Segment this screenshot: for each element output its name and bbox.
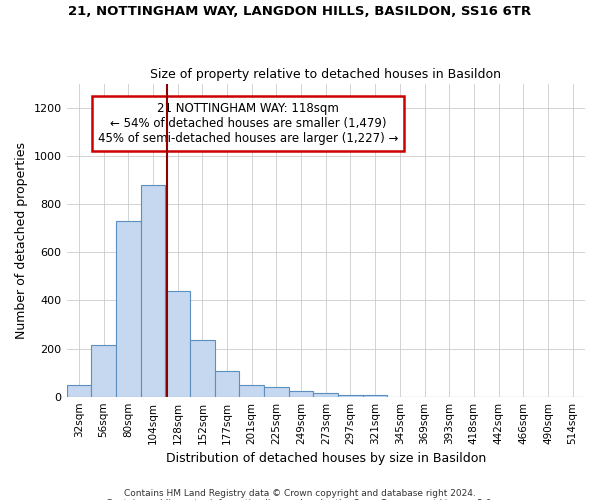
Text: 21 NOTTINGHAM WAY: 118sqm
← 54% of detached houses are smaller (1,479)
45% of se: 21 NOTTINGHAM WAY: 118sqm ← 54% of detac… (98, 102, 398, 146)
Bar (264, 387, 289, 396)
Bar (165, 290, 190, 397)
Bar (140, 184, 165, 396)
Title: Size of property relative to detached houses in Basildon: Size of property relative to detached ho… (150, 68, 501, 81)
Bar (190, 340, 215, 396)
Bar (313, 393, 338, 396)
Bar (215, 372, 239, 396)
X-axis label: Distribution of detached houses by size in Basildon: Distribution of detached houses by size … (166, 452, 486, 465)
Y-axis label: Number of detached properties: Number of detached properties (15, 142, 28, 338)
Text: 21, NOTTINGHAM WAY, LANGDON HILLS, BASILDON, SS16 6TR: 21, NOTTINGHAM WAY, LANGDON HILLS, BASIL… (68, 5, 532, 18)
Text: Contains HM Land Registry data © Crown copyright and database right 2024.: Contains HM Land Registry data © Crown c… (124, 488, 476, 498)
Bar (289, 390, 313, 396)
Text: Contains public sector information licensed under the Open Government Licence 3.: Contains public sector information licen… (106, 498, 494, 500)
Bar (91, 345, 116, 397)
Bar (116, 221, 140, 396)
Bar (67, 384, 91, 396)
Bar (239, 384, 264, 396)
